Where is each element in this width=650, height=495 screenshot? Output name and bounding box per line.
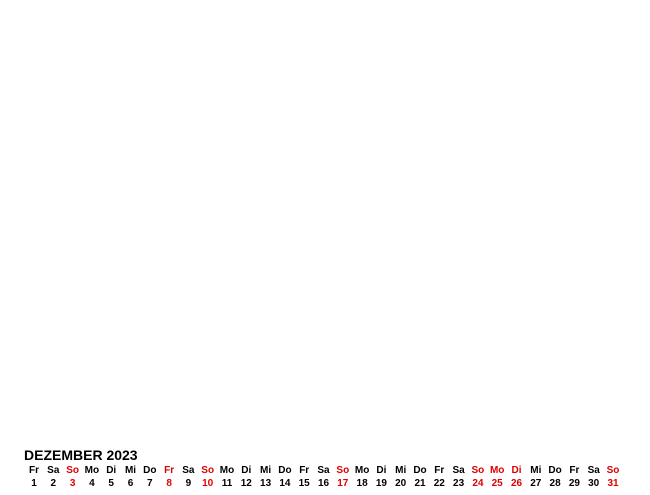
weekday-label: Di (511, 465, 522, 476)
day-number: 27 (530, 478, 542, 489)
weekday-label: Mi (124, 465, 137, 476)
weekday-label: Fr (434, 465, 445, 476)
day-number: 22 (433, 478, 445, 489)
day-number: 17 (337, 478, 349, 489)
weekday-label: Fr (29, 465, 39, 476)
day-number: 9 (185, 478, 192, 489)
day-number: 7 (147, 478, 153, 489)
weekday-label: Mi (260, 465, 272, 476)
weekday-label: Di (376, 465, 387, 476)
day-number: 21 (414, 478, 426, 489)
day-number: 2 (50, 478, 57, 489)
day-number: 14 (279, 478, 291, 489)
weekday-label: Mi (395, 465, 407, 476)
month-title: DEZEMBER 2023 (24, 447, 138, 463)
day-number: 11 (221, 478, 233, 489)
weekday-label: Sa (587, 465, 600, 476)
day-number: 13 (260, 478, 272, 489)
day-number: 8 (166, 478, 172, 489)
weekday-label: Mi (530, 465, 542, 476)
day-number: 16 (317, 478, 330, 489)
day-number: 24 (472, 478, 484, 489)
day-number: 19 (375, 478, 387, 489)
weekday-label: Do (548, 465, 562, 476)
weekday-label: Di (106, 465, 117, 476)
day-number: 3 (69, 478, 76, 489)
day-number: 5 (108, 478, 114, 489)
day-number: 28 (549, 478, 561, 489)
weekday-label: Di (241, 465, 252, 476)
weekday-label: Fr (164, 465, 175, 476)
day-number: 29 (568, 478, 580, 489)
weekday-label: Do (413, 465, 427, 476)
day-number: 6 (127, 478, 134, 489)
day-number: 18 (356, 478, 368, 489)
day-number: 26 (510, 478, 523, 489)
day-number: 20 (395, 478, 407, 489)
weekday-label: Sa (182, 465, 195, 476)
weekday-label: Mo (219, 465, 235, 476)
day-number: 12 (240, 478, 252, 489)
weekday-label: Sa (47, 465, 60, 476)
weekday-label: So (471, 465, 485, 476)
weekday-label: Sa (317, 465, 330, 476)
weekday-label: Fr (299, 465, 310, 476)
weekday-label: So (201, 465, 215, 476)
weekday-label: Sa (452, 465, 465, 476)
day-number: 1 (31, 478, 37, 489)
weekday-label: So (606, 465, 620, 476)
weekday-label: Mo (489, 465, 505, 476)
day-number: 31 (607, 478, 619, 489)
weekday-label: So (336, 465, 350, 476)
day-number: 23 (453, 478, 465, 489)
weekday-label: Do (278, 465, 292, 476)
weekday-label: Do (143, 465, 157, 476)
weekday-label: Mo (354, 465, 370, 476)
day-number: 10 (202, 478, 214, 489)
weekday-label: So (66, 465, 79, 476)
day-number: 4 (89, 478, 95, 489)
weekday-label: Mo (84, 465, 100, 476)
day-number: 25 (491, 478, 503, 489)
weekday-label: Fr (569, 465, 580, 476)
day-number: 15 (298, 478, 310, 489)
day-number: 30 (588, 478, 600, 489)
